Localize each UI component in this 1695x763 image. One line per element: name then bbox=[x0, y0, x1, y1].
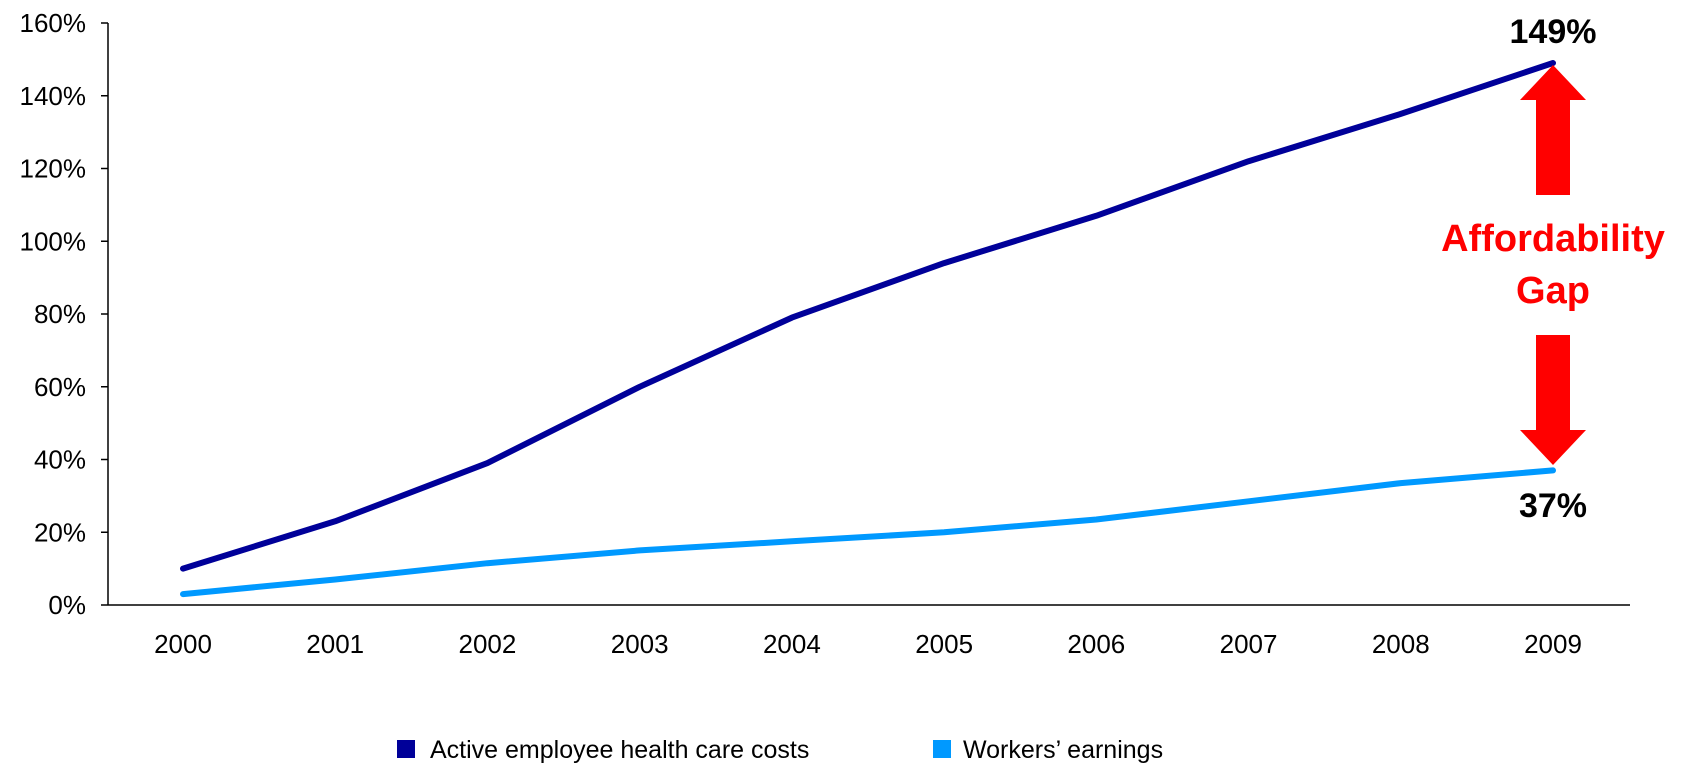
x-axis: 2000 2001 2002 2003 2004 2005 2006 2007 2008 2009 bbox=[108, 604, 1630, 659]
x-tick-label: 2000 bbox=[154, 629, 212, 659]
x-tick-label: 2009 bbox=[1524, 629, 1582, 659]
y-tick-label: 40% bbox=[34, 445, 86, 475]
annotations: 149% 37% Affordability Gap bbox=[1441, 13, 1665, 525]
y-tick-label: 80% bbox=[34, 299, 86, 329]
y-tick-label: 140% bbox=[20, 81, 87, 111]
legend-swatch-earnings bbox=[933, 740, 951, 758]
x-tick-label: 2007 bbox=[1220, 629, 1278, 659]
bottom-value-label: 37% bbox=[1519, 487, 1587, 525]
series-line-health-care-costs bbox=[180, 60, 1556, 572]
affordability-gap-label-line2: Gap bbox=[1516, 270, 1590, 312]
x-tick-label: 2003 bbox=[611, 629, 669, 659]
legend-label-earnings: Workers’ earnings bbox=[963, 736, 1163, 763]
y-tick-label: 20% bbox=[34, 517, 86, 547]
x-tick-label: 2004 bbox=[763, 629, 821, 659]
y-tick-label: 100% bbox=[20, 226, 87, 256]
y-axis: 0% 20% 40% 60% 80% 100% 120% 140% 160% bbox=[20, 8, 109, 620]
x-tick-label: 2008 bbox=[1372, 629, 1430, 659]
y-tick-label: 60% bbox=[34, 372, 86, 402]
x-tick-label: 2005 bbox=[915, 629, 973, 659]
y-tick-label: 120% bbox=[20, 154, 87, 184]
y-tick-label: 160% bbox=[20, 8, 87, 38]
affordability-gap-label-line1: Affordability bbox=[1441, 218, 1665, 260]
top-value-label: 149% bbox=[1510, 13, 1597, 51]
legend: Active employee health care costs Worker… bbox=[397, 736, 1163, 763]
x-tick-label: 2002 bbox=[459, 629, 517, 659]
y-tick-label: 0% bbox=[48, 590, 86, 620]
legend-label-health-costs: Active employee health care costs bbox=[430, 736, 809, 763]
x-tick-label: 2006 bbox=[1067, 629, 1125, 659]
gap-arrow-down bbox=[1520, 335, 1586, 465]
gap-arrow-up bbox=[1520, 65, 1586, 195]
series-lines bbox=[180, 60, 1556, 598]
legend-swatch-health-costs bbox=[397, 740, 415, 758]
x-tick-label: 2001 bbox=[306, 629, 364, 659]
series-line-workers-earnings bbox=[180, 467, 1556, 598]
